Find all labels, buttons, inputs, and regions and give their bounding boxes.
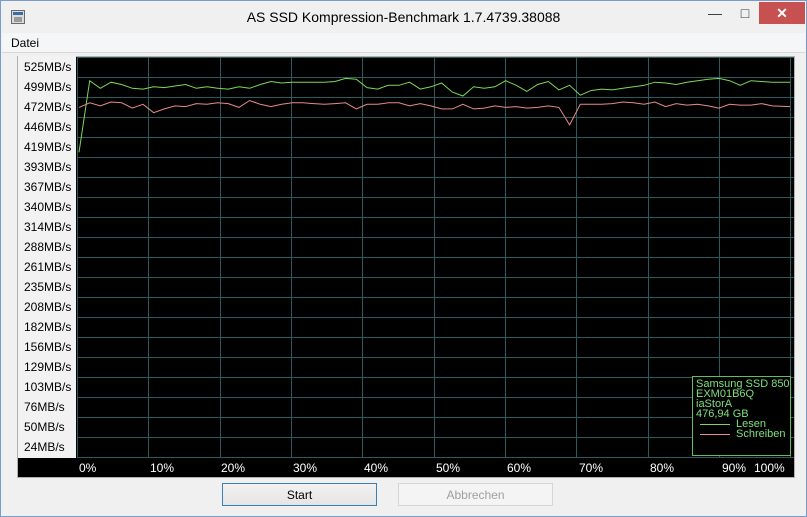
x-tick-label: 90%: [722, 461, 747, 475]
x-axis-band: [18, 458, 794, 477]
x-tick-label: 0%: [79, 461, 97, 475]
y-tick-label: 235MB/s: [24, 280, 72, 294]
y-tick-label: 367MB/s: [24, 180, 72, 194]
y-tick-label: 182MB/s: [24, 320, 72, 334]
legend-write-line: [700, 434, 730, 435]
chart-area: [17, 56, 795, 478]
x-tick-label: 10%: [150, 461, 175, 475]
x-tick-label: 50%: [436, 461, 461, 475]
y-tick-label: 419MB/s: [24, 140, 72, 154]
legend-write-entry: Schreiben: [696, 428, 787, 440]
chart-legend: Samsung SSD 850 EXM01B6Q iaStorA 476,94 …: [692, 376, 791, 456]
title-bar: AS SSD Kompression-Benchmark 1.7.4739.38…: [1, 1, 806, 33]
y-axis-labels: 525MB/s 499MB/s 472MB/s 446MB/s 419MB/s 393MB…: [18, 56, 76, 460]
benchmark-plot: [77, 57, 794, 458]
close-button[interactable]: ✕: [759, 2, 805, 24]
y-tick-label: 261MB/s: [24, 260, 72, 274]
x-tick-label: 80%: [650, 461, 675, 475]
legend-capacity: 476,94 GB: [696, 408, 749, 420]
legend-read-line: [700, 424, 730, 425]
x-tick-label: 30%: [293, 461, 318, 475]
legend-device: Samsung SSD 850: [696, 378, 790, 390]
y-tick-label: 129MB/s: [24, 360, 72, 374]
y-tick-label: 525MB/s: [24, 60, 72, 74]
y-tick-label: 314MB/s: [24, 220, 72, 234]
y-tick-label: 499MB/s: [24, 80, 72, 94]
minimize-button[interactable]: —: [708, 5, 722, 21]
menu-bar: Datei: [2, 33, 805, 53]
maximize-button[interactable]: □: [740, 5, 750, 21]
x-tick-label: 100%: [754, 461, 785, 475]
y-tick-label: 446MB/s: [24, 120, 72, 134]
legend-write-label: Schreiben: [736, 428, 786, 440]
x-tick-label: 20%: [221, 461, 246, 475]
legend-driver: iaStorA: [696, 398, 733, 410]
series-line-schreiben: [78, 99, 791, 126]
start-button[interactable]: Start: [222, 483, 377, 506]
y-tick-label: 50MB/s: [24, 420, 65, 434]
y-tick-label: 288MB/s: [24, 240, 72, 254]
y-tick-label: 393MB/s: [24, 160, 72, 174]
y-tick-label: 103MB/s: [24, 380, 72, 394]
y-tick-label: 340MB/s: [24, 200, 72, 214]
x-tick-label: 40%: [364, 461, 389, 475]
y-tick-label: 472MB/s: [24, 100, 72, 114]
abort-button[interactable]: Abbrechen: [398, 483, 553, 506]
x-tick-label: 60%: [507, 461, 532, 475]
legend-firmware: EXM01B6Q: [696, 388, 755, 400]
menu-datei[interactable]: Datei: [11, 36, 40, 50]
x-tick-label: 70%: [579, 461, 604, 475]
legend-read-entry: Lesen: [696, 418, 787, 430]
window-title: AS SSD Kompression-Benchmark 1.7.4739.38…: [246, 9, 561, 25]
y-tick-label: 156MB/s: [24, 340, 72, 354]
app-icon: [11, 10, 25, 24]
y-tick-label: 76MB/s: [24, 400, 65, 414]
y-tick-label: 24MB/s: [24, 440, 65, 454]
series-line-lesen: [78, 77, 790, 153]
legend-read-label: Lesen: [736, 418, 766, 430]
y-tick-label: 208MB/s: [24, 300, 72, 314]
